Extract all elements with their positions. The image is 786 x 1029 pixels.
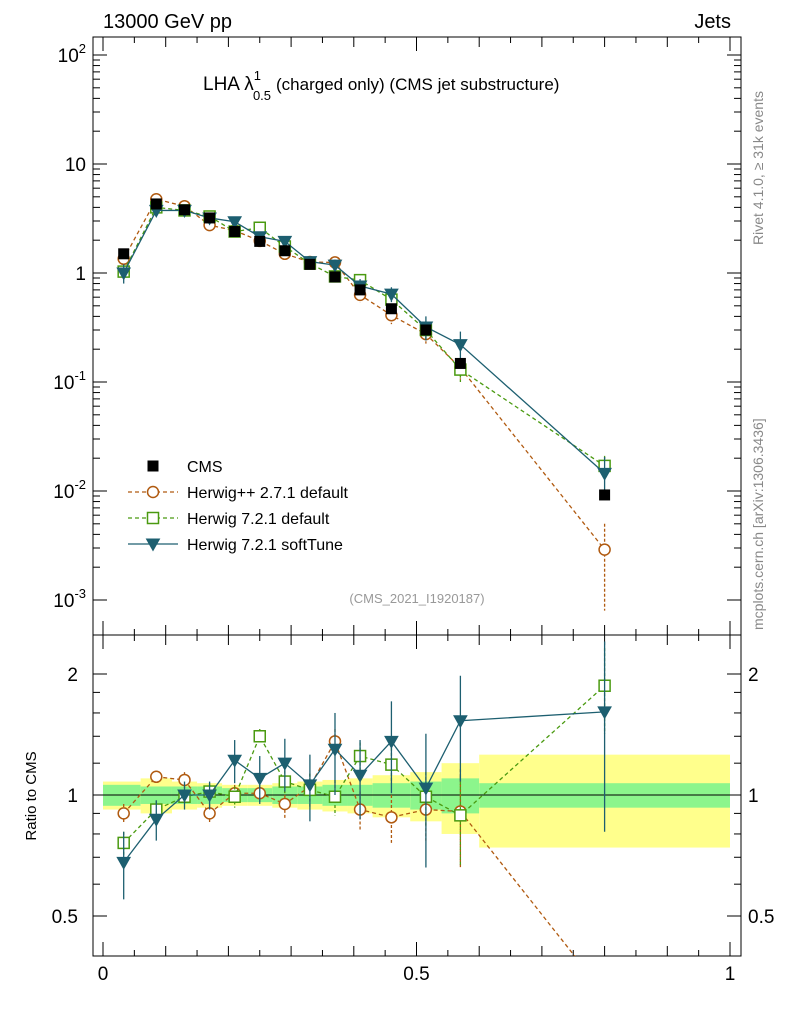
ratio-point-3	[252, 772, 268, 786]
ratio-ytick-label-right-0: 0.5	[748, 907, 774, 928]
ratio-point-3	[148, 813, 164, 827]
cms-point	[599, 489, 611, 501]
ratio-point-2	[454, 809, 467, 822]
cms-point	[304, 258, 316, 270]
legend-label-3: Herwig 7.2.1 softTune	[187, 537, 343, 554]
legend-marker-3	[145, 538, 161, 552]
xtick-label-0: 0	[98, 964, 109, 985]
cms-point	[420, 324, 432, 336]
main-ytick-label-3: 1	[75, 264, 86, 285]
ratio-point-1	[385, 811, 398, 824]
cms-point	[354, 284, 366, 296]
analysis-id: (CMS_2021_I1920187)	[349, 591, 484, 606]
rivet-label: Rivet 4.1.0, ≥ 31k events	[750, 91, 766, 245]
ratio-point-1	[117, 807, 130, 820]
ratio-ylabel: Ratio to CMS	[23, 751, 40, 840]
series-point-3	[277, 235, 293, 249]
ratio-point-3	[177, 789, 192, 803]
ratio-point-3	[352, 769, 368, 783]
main-ytick-label-2: 10-1	[53, 368, 86, 394]
legend-label-2: Herwig 7.2.1 default	[187, 511, 330, 528]
cms-point	[385, 303, 397, 315]
ratio-line-2	[123, 685, 606, 844]
xtick-label-1: 0.5	[403, 964, 429, 985]
series-point-3	[227, 216, 243, 230]
ratio-ytick-label-2: 2	[67, 665, 78, 686]
ratio-ytick-label-right-1: 1	[748, 786, 759, 807]
legend-marker-1	[146, 485, 160, 499]
series-point-3	[597, 467, 612, 481]
xtick-label-2: 1	[725, 964, 736, 985]
ratio-point-3	[453, 715, 468, 729]
energy-label: 13000 GeV pp	[103, 11, 232, 33]
ratio-point-3	[327, 743, 343, 757]
ratio-point-1	[278, 797, 292, 811]
cms-point	[179, 204, 191, 216]
main-ytick-label-0: 10-3	[53, 586, 86, 612]
mcplots-label: mcplots.cern.ch [arXiv:1306.3436]	[750, 418, 766, 630]
cms-point	[254, 235, 266, 247]
ratio-ytick-label-1: 1	[67, 786, 78, 807]
cms-point	[150, 198, 162, 210]
series-point-3	[384, 288, 399, 302]
ratio-point-3	[597, 706, 612, 720]
series-point-1	[598, 543, 611, 556]
ratio-point-2	[228, 790, 241, 804]
ratio-point-3	[418, 782, 434, 796]
series-point-3	[327, 259, 343, 273]
cms-point	[118, 248, 130, 260]
ratio-point-3	[227, 754, 243, 768]
legend-label-1: Herwig++ 2.7.1 default	[187, 485, 349, 502]
series-point-3	[453, 339, 468, 353]
legend-marker-2	[146, 511, 160, 525]
main-ytick-label-5: 102	[58, 41, 86, 67]
ratio-ytick-label-right-2: 2	[748, 665, 759, 686]
legend-label-0: CMS	[187, 459, 223, 476]
ratio-point-3	[277, 757, 293, 771]
cms-point	[279, 245, 291, 257]
cms-point	[229, 226, 241, 238]
legend-marker-cms	[147, 460, 159, 472]
ratio-point-3	[302, 779, 318, 793]
ratio-point-2	[253, 730, 266, 743]
cms-point	[204, 212, 216, 224]
category-label: Jets	[694, 11, 731, 33]
ratio-ytick-label-0: 0.5	[52, 907, 78, 928]
ratio-point-1	[150, 770, 163, 784]
ratio-point-3	[116, 856, 132, 870]
series-point-3	[116, 267, 132, 281]
cms-point	[329, 271, 341, 283]
ratio-point-3	[202, 789, 217, 803]
cms-point	[454, 357, 466, 369]
ratio-point-3	[384, 735, 399, 749]
main-ytick-label-4: 10	[65, 155, 86, 176]
main-title: LHA λ1 0.5(charged only) (CMS jet substru…	[203, 68, 559, 103]
main-ytick-label-1: 10-2	[53, 477, 86, 503]
